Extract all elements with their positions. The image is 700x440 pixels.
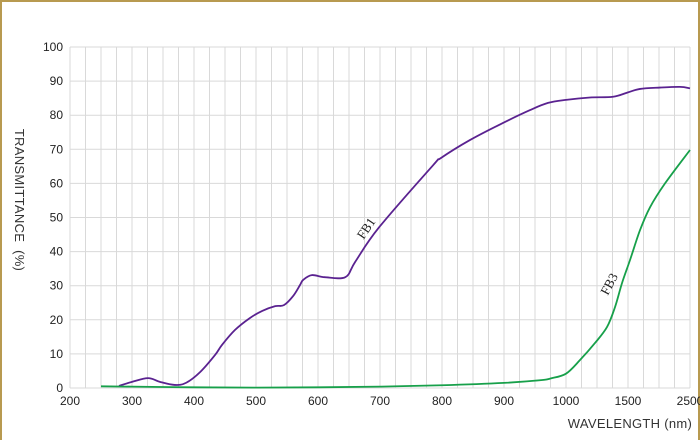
x-tick-label: 200 [60,394,80,408]
x-tick-label: 1500 [615,394,642,408]
y-tick-label: 80 [50,108,64,122]
x-tick-label: 900 [494,394,514,408]
y-tick-label: 90 [50,74,64,88]
series-label-fb3: FB3 [597,270,621,297]
series-line-fb1 [118,85,691,387]
y-tick-label: 20 [50,313,64,327]
x-tick-label: 500 [246,394,266,408]
x-tick-label: 800 [432,394,452,408]
x-tick-label: 600 [308,394,328,408]
y-tick-label: 50 [50,211,64,225]
x-tick-label: 400 [184,394,204,408]
series-line-fb3 [100,149,691,389]
x-tick-label: 700 [370,394,390,408]
y-tick-label: 40 [50,245,64,259]
y-axis-label: TRANSMITTANCE (%) [12,129,27,271]
y-tick-label: 30 [50,279,64,293]
y-tick-label: 70 [50,142,64,156]
grid [69,46,691,389]
x-axis-label: WAVELENGTH (nm) [568,416,692,431]
tick-labels: 0 10 20 30 40 50 60 70 80 90 100 200 300 400 500 600 700… [43,40,700,408]
y-tick-label: 10 [50,347,64,361]
x-tick-label: 300 [122,394,142,408]
y-tick-label: 0 [56,381,63,395]
y-tick-label: 100 [43,40,63,54]
x-tick-label: 2500 [677,394,700,408]
y-tick-label: 60 [50,176,64,190]
x-tick-label: 1000 [553,394,580,408]
series-label-fb1: FB1 [354,215,379,242]
